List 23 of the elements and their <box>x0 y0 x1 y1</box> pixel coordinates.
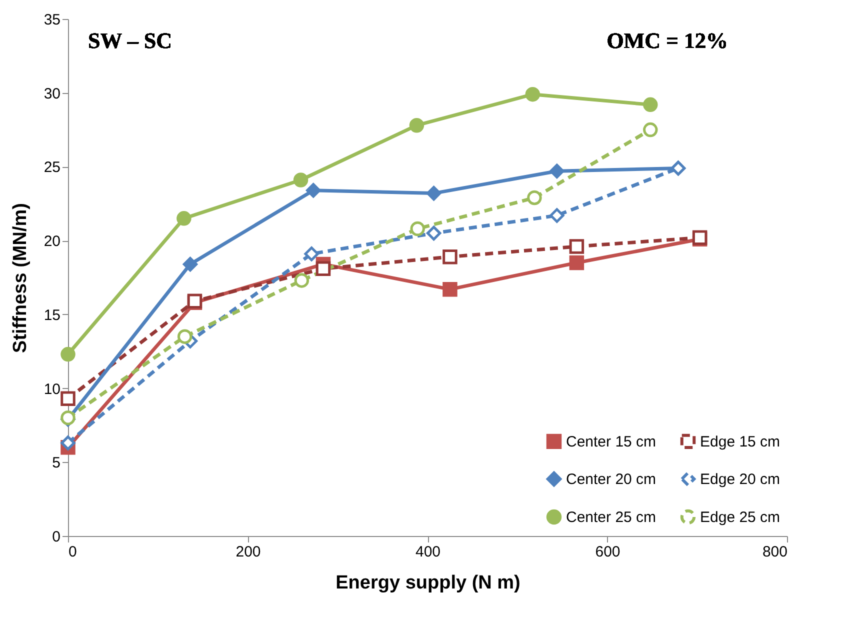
y-tick-label: 20 <box>44 233 60 250</box>
x-tick-label: 600 <box>595 544 620 560</box>
annotation: OMC = 12% <box>606 28 728 53</box>
y-tick-label: 0 <box>52 528 60 546</box>
legend-label: Center 25 cm <box>566 509 656 526</box>
legend-label: Edge 25 cm <box>700 509 780 526</box>
legend-label: Center 20 cm <box>566 471 656 488</box>
y-tick-label: 30 <box>44 85 60 102</box>
y-axis-title: Stiffness (MN/m) <box>10 203 31 353</box>
x-tick-label: 800 <box>762 544 788 560</box>
y-tick-label: 5 <box>52 454 60 472</box>
legend-label: Center 15 cm <box>566 433 656 450</box>
legend-label: Edge 20 cm <box>700 471 780 488</box>
annotation: SW – SC <box>88 28 172 53</box>
legend-label: Edge 15 cm <box>700 433 780 450</box>
x-tick-label: 400 <box>415 544 441 560</box>
x-tick-label: 200 <box>236 544 261 560</box>
x-axis-title: Energy supply (N m) <box>336 572 520 594</box>
y-tick-label: 10 <box>44 380 60 398</box>
y-tick-label: 35 <box>44 12 60 28</box>
x-tick-label: 0 <box>68 544 77 560</box>
y-tick-label: 15 <box>44 306 60 324</box>
y-tick-label: 25 <box>44 159 60 176</box>
